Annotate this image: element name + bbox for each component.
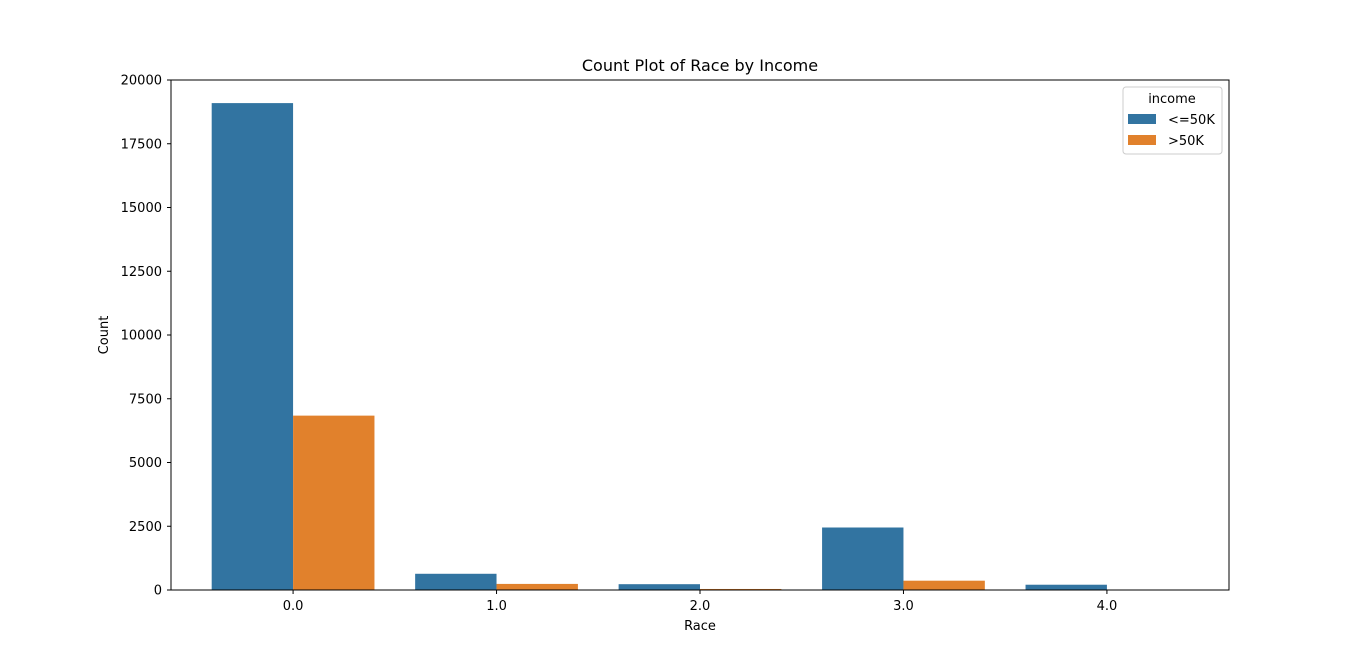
y-tick-label: 0 (154, 584, 162, 599)
legend: income <=50K >50K (1122, 86, 1223, 155)
bar-1.0-series-0 (415, 573, 497, 590)
y-tick-label: 2500 (129, 520, 162, 535)
x-tick-label: 2.0 (690, 599, 711, 614)
x-axis-label: Race (684, 619, 716, 634)
y-axis-label: Count (97, 316, 112, 355)
x-tick-label: 3.0 (893, 599, 914, 614)
bar-3.0-series-0 (822, 527, 904, 590)
y-tick-label: 15000 (121, 201, 162, 216)
bar-2.0-series-1 (700, 588, 782, 590)
x-tick-label: 4.0 (1097, 599, 1118, 614)
bar-0.0-series-0 (211, 103, 294, 590)
y-tick-label: 10000 (121, 329, 162, 344)
legend-title: income (1148, 92, 1196, 107)
x-tick-label: 1.0 (486, 599, 507, 614)
bar-3.0-series-1 (903, 580, 985, 590)
x-tick-label: 0.0 (283, 599, 304, 614)
bar-2.0-series-0 (618, 584, 700, 590)
x-axis: 0.0 1.0 2.0 3.0 4.0 (283, 590, 1118, 614)
legend-swatch-series-1 (1128, 135, 1156, 145)
bar-4.0-series-0 (1025, 584, 1107, 590)
chart-title: Count Plot of Race by Income (582, 56, 818, 75)
y-tick-label: 5000 (129, 456, 162, 471)
y-tick-label: 7500 (129, 392, 162, 407)
y-tick-label: 20000 (121, 74, 162, 89)
legend-label-series-0: <=50K (1168, 113, 1215, 128)
legend-swatch-series-0 (1128, 114, 1156, 124)
bars-group (211, 103, 1189, 590)
bar-0.0-series-1 (293, 415, 375, 590)
y-tick-label: 12500 (121, 265, 162, 280)
legend-label-series-1: >50K (1168, 134, 1204, 149)
y-tick-label: 17500 (121, 137, 162, 152)
bar-1.0-series-1 (496, 583, 578, 590)
y-axis: 0 2500 5000 7500 10000 12500 15000 17500 20000 (121, 74, 171, 599)
